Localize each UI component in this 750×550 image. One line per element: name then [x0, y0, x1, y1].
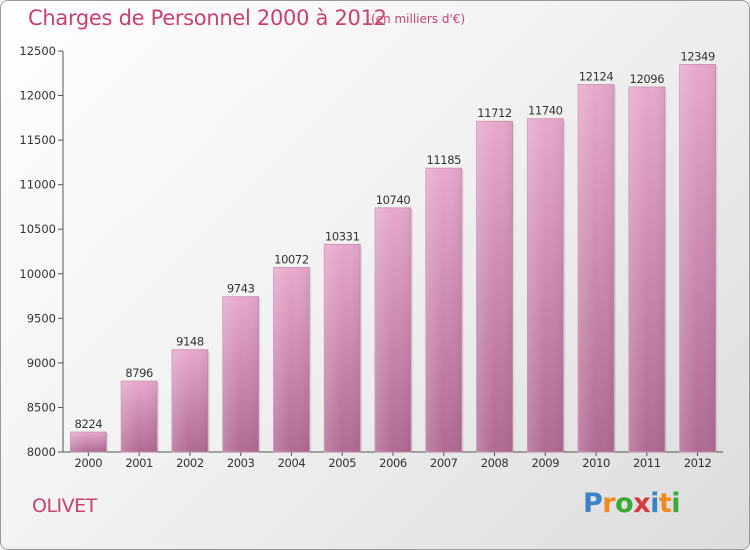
- bar-shine: [527, 118, 564, 453]
- bar-value-label: 9743: [227, 282, 255, 296]
- bar-value-label: 11740: [528, 104, 563, 118]
- y-tick-label: 11000: [19, 178, 56, 192]
- x-tick-label: 2008: [481, 456, 509, 470]
- bar-shine: [425, 168, 462, 453]
- chart-labels: 8000 8500 9000 9500 10000 10500 11000 11500 1200…: [19, 44, 715, 470]
- bar-value-label: 8224: [75, 417, 103, 431]
- y-tick-label: 12000: [19, 89, 56, 103]
- y-tick-label: 10500: [19, 222, 56, 236]
- x-tick-label: 2003: [227, 456, 255, 470]
- y-tick-label: 12500: [19, 44, 56, 58]
- logo-letter: o: [615, 488, 634, 519]
- logo-letter: t: [658, 488, 672, 519]
- bar-value-label: 11185: [426, 153, 461, 167]
- bar-shine: [578, 84, 615, 453]
- logo-letter: x: [633, 488, 651, 519]
- x-tick-label: 2007: [430, 456, 458, 470]
- bar-shine: [628, 87, 665, 452]
- commune-name: OLIVET: [32, 495, 97, 517]
- bar-value-label: 12349: [680, 49, 715, 63]
- proxiti-logo[interactable]: Proxiti: [583, 488, 681, 519]
- y-tick-label: 11500: [19, 133, 56, 147]
- y-tick-label: 9000: [27, 356, 56, 370]
- x-tick-label: 2011: [633, 456, 661, 470]
- bar-value-label: 8796: [125, 366, 153, 380]
- bar-shine: [679, 64, 716, 452]
- bar-value-label: 10072: [274, 252, 309, 266]
- bar-value-label: 12096: [630, 72, 665, 86]
- logo-letter: P: [583, 488, 603, 519]
- bar-shine: [171, 349, 208, 452]
- bar-value-label: 9148: [176, 335, 204, 349]
- chart-bars: [69, 64, 718, 453]
- bar-shine: [476, 121, 513, 453]
- x-tick-label: 2009: [531, 456, 559, 470]
- chart-title: Charges de Personnel 2000 à 2012: [28, 6, 387, 30]
- logo-letter: r: [602, 488, 616, 519]
- x-tick-label: 2012: [684, 456, 712, 470]
- chart-subtitle: (en milliers d'€): [371, 12, 466, 26]
- x-tick-label: 2010: [582, 456, 610, 470]
- bar-shine: [324, 244, 361, 452]
- bar-value-label: 12124: [579, 70, 614, 84]
- bar-shine: [273, 267, 310, 452]
- bar-value-label: 10331: [325, 229, 360, 243]
- logo-letter: i: [650, 488, 659, 519]
- bar-value-label: 11712: [477, 106, 512, 120]
- bar-value-label: 10740: [376, 193, 411, 207]
- y-tick-label: 10000: [19, 267, 56, 281]
- bar-shine: [375, 207, 411, 452]
- x-tick-label: 2006: [379, 456, 407, 470]
- bar-shine: [222, 296, 259, 452]
- x-tick-label: 2000: [75, 456, 103, 470]
- x-tick-label: 2002: [176, 456, 204, 470]
- bar-shine: [70, 432, 107, 452]
- logo-letter: i: [671, 488, 681, 519]
- x-tick-label: 2001: [125, 456, 153, 470]
- y-tick-label: 8500: [27, 400, 56, 414]
- y-tick-label: 8000: [27, 445, 56, 459]
- x-tick-label: 2004: [278, 456, 306, 470]
- bar-shine: [121, 381, 158, 452]
- y-tick-label: 9500: [27, 311, 56, 325]
- x-tick-label: 2005: [328, 456, 356, 470]
